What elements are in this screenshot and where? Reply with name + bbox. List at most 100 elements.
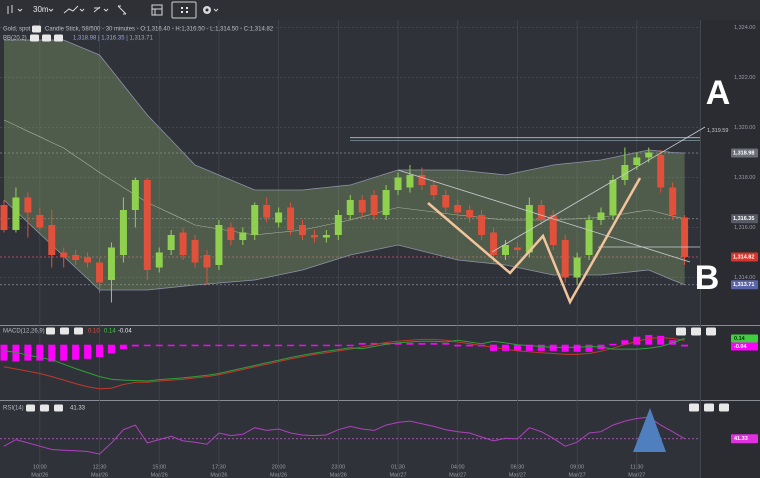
- y-tick-label: 1,318.00: [734, 175, 755, 181]
- x-tick-label: 12:30: [93, 464, 107, 470]
- histogram-bar: [275, 344, 283, 347]
- histogram-bar: [143, 344, 151, 347]
- histogram-bar: [84, 344, 92, 359]
- bollinger-middle: [3, 119, 685, 236]
- histogram-bar: [72, 344, 80, 360]
- macd-title: MACD(12,26,9): [3, 329, 45, 335]
- candle-body: [72, 255, 80, 260]
- price-tag: [731, 148, 758, 158]
- histogram-bar: [609, 343, 617, 346]
- candle-body: [322, 235, 330, 238]
- y-tick-label: 1,314.00: [734, 275, 755, 281]
- candle-body: [358, 200, 366, 213]
- candle-body: [203, 255, 211, 268]
- histogram-bar: [657, 335, 665, 345]
- candle-body: [227, 227, 235, 240]
- value-tag: [731, 334, 758, 343]
- histogram-bar: [454, 344, 462, 347]
- indicator-line: [3, 337, 685, 390]
- candle-body: [490, 232, 498, 255]
- candle-body: [96, 262, 104, 283]
- candle-body: [633, 157, 641, 165]
- bollinger-upper: [4, 39, 685, 191]
- candle-body: [669, 187, 677, 215]
- candle-body: [131, 180, 139, 210]
- price-tag: [731, 214, 758, 224]
- candle-body: [573, 257, 581, 278]
- header-buttons[interactable]: [32, 25, 41, 33]
- histogram-bar: [239, 344, 247, 347]
- drawing-tool-button[interactable]: [63, 5, 85, 14]
- value-tag: [731, 434, 758, 444]
- macd-panel: [0, 326, 700, 400]
- candle-body: [36, 215, 44, 228]
- histogram-bar: [322, 344, 330, 347]
- x-tick-label: 01:30: [391, 464, 405, 470]
- price-tag-label: 1,314.82: [733, 254, 754, 260]
- histogram-bar: [681, 344, 689, 347]
- candle-body: [84, 257, 92, 263]
- hline-label: 1,319.59: [707, 128, 728, 134]
- candle-body: [657, 155, 665, 188]
- panel-buttons[interactable]: [46, 327, 716, 336]
- histogram-bar: [430, 342, 438, 345]
- candle-body: [382, 190, 390, 215]
- chart-type-button[interactable]: [7, 5, 23, 14]
- candle-body: [406, 175, 414, 188]
- candle-body: [346, 200, 354, 215]
- candle-body: [179, 232, 187, 255]
- candle-body: [239, 232, 247, 240]
- candle-body: [48, 225, 56, 255]
- value-tag: [731, 342, 758, 351]
- histogram-bar: [406, 342, 414, 345]
- candle-body: [370, 195, 378, 215]
- candle-body: [513, 247, 521, 250]
- histogram-bar: [107, 344, 115, 354]
- histogram-bar: [513, 344, 521, 351]
- settings-button[interactable]: [203, 6, 219, 14]
- price-tag-label: 1,316.35: [733, 216, 754, 222]
- candle-body: [107, 247, 115, 280]
- x-tick-label: 06:30: [511, 464, 525, 470]
- x-tick-date: Mar/27: [449, 472, 466, 478]
- candle-body: [263, 205, 271, 218]
- histogram-bar: [501, 344, 509, 351]
- x-tick-date: Mar/27: [389, 472, 406, 478]
- histogram-bar: [155, 344, 163, 347]
- histogram-bar: [119, 344, 127, 350]
- candle-body: [0, 205, 8, 230]
- histogram-bar: [346, 344, 354, 347]
- histogram-bar: [310, 344, 318, 347]
- candle-body: [609, 180, 617, 215]
- x-tick-date: Mar/26: [31, 472, 48, 478]
- histogram-bar: [645, 334, 653, 345]
- histogram-bar: [12, 344, 20, 362]
- candle-body: [597, 212, 605, 220]
- bollinger-band: [4, 40, 685, 290]
- annotation: B: [695, 259, 720, 297]
- histogram-bar: [203, 344, 211, 347]
- histogram-bar: [442, 342, 450, 345]
- timeframe-button[interactable]: 30m: [33, 5, 49, 14]
- x-tick-date: Mar/26: [330, 472, 347, 478]
- rsi-title: RSI(14): [3, 406, 24, 412]
- zoom-button[interactable]: [117, 5, 127, 15]
- indicator-button[interactable]: [171, 1, 197, 19]
- histogram-bar: [585, 344, 593, 352]
- header-buttons[interactable]: [30, 34, 63, 42]
- layout-button[interactable]: [151, 4, 163, 16]
- drawings: [350, 126, 706, 452]
- histogram-bar: [36, 344, 44, 361]
- rsi-line: [3, 416, 685, 455]
- x-tick-date: Mar/26: [91, 472, 108, 478]
- indicator-legend: 1,318.98 | 1,316.35 | 1,313.71: [73, 36, 154, 42]
- histogram-bar: [167, 344, 175, 347]
- x-tick-label: 15:00: [152, 464, 166, 470]
- trend-tool-button[interactable]: [93, 6, 109, 13]
- candle-body: [143, 180, 151, 270]
- histogram-bar: [466, 344, 474, 347]
- histogram-bar: [287, 344, 295, 347]
- panel-buttons[interactable]: [26, 403, 729, 412]
- histogram-bar: [96, 344, 104, 358]
